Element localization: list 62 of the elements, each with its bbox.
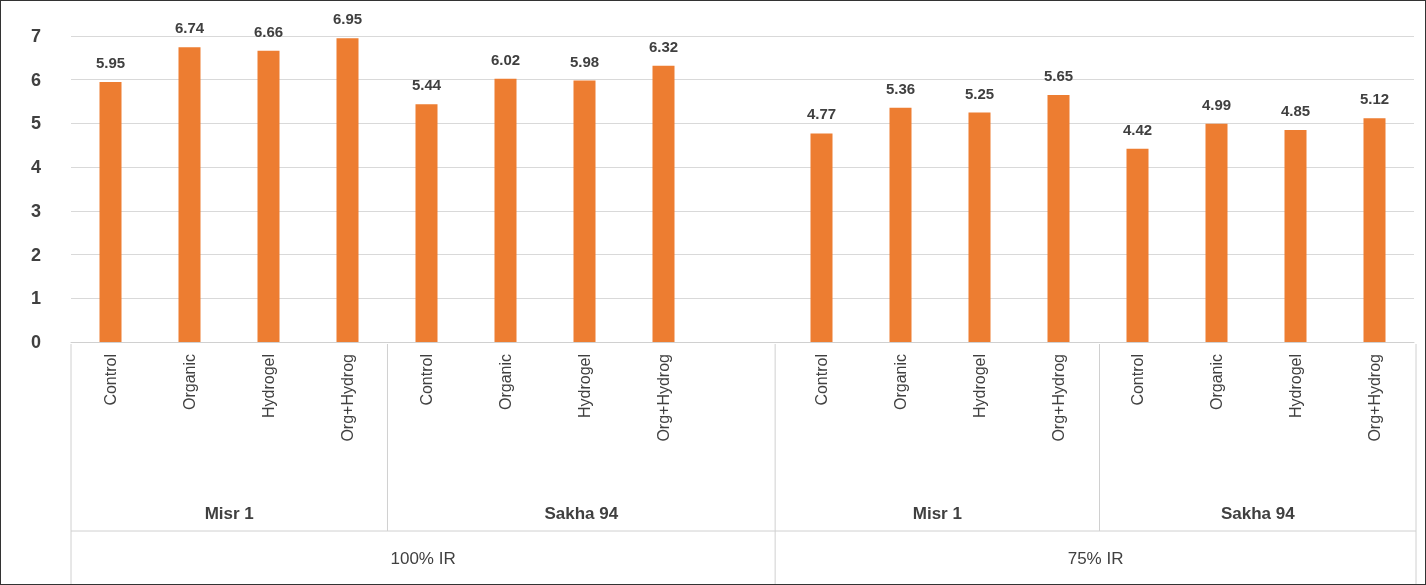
text: Misr 1 — [204, 503, 254, 523]
y-tick-label: 0 — [30, 332, 41, 352]
x-tick-label: Organic — [181, 354, 198, 411]
x-tick-label: Control — [418, 354, 435, 406]
bar — [810, 133, 833, 342]
x-tick-label: Org+Hydrog — [655, 354, 672, 442]
bar — [336, 38, 359, 342]
x-tick-label: Control — [102, 354, 119, 406]
data-label: 4.42 — [1122, 120, 1153, 138]
x-tick-label: Hydrogel — [260, 354, 277, 419]
bar — [415, 104, 438, 342]
data-label: 4.99 — [1201, 95, 1232, 113]
x-tick-label: Org+Hydrog — [1366, 354, 1383, 442]
data-label: 6.32 — [648, 37, 679, 55]
data-label: 6.66 — [253, 22, 284, 40]
text: Sakha 94 — [1220, 503, 1296, 523]
x-tick-label: Org+Hydrog — [1050, 354, 1067, 442]
data-label: 5.44 — [411, 76, 442, 94]
data-label: 4.85 — [1280, 101, 1311, 119]
x-tick-label: Org+Hydrog — [339, 354, 356, 442]
bar — [257, 50, 280, 342]
x-tick-label: Control — [1129, 354, 1146, 406]
bar — [99, 81, 122, 342]
y-tick-label: 5 — [30, 113, 41, 134]
x-tick-label: Hydrogel — [971, 354, 988, 419]
data-label: 6.95 — [332, 10, 363, 28]
y-tick-label: 3 — [30, 200, 41, 221]
bar — [1047, 95, 1070, 342]
x-tick-label: Hydrogel — [576, 354, 593, 419]
y-tick-label: 4 — [30, 157, 41, 178]
bar — [494, 78, 517, 342]
bar — [1284, 129, 1307, 342]
x-tick-label: Control — [813, 354, 830, 406]
x-tick-label: Organic — [892, 354, 909, 411]
bar — [652, 65, 675, 342]
data-label: 5.12 — [1359, 90, 1390, 108]
x-tick-label: Organic — [497, 354, 514, 411]
data-label: 5.25 — [964, 84, 995, 102]
data-label: 5.98 — [569, 52, 600, 70]
bar — [573, 80, 596, 342]
bar — [1363, 118, 1386, 342]
text: 100% IR — [390, 548, 456, 568]
bar — [1205, 123, 1228, 342]
bar — [889, 107, 912, 342]
data-label: 5.36 — [885, 79, 916, 97]
y-tick-label: 7 — [30, 26, 41, 46]
bar — [1126, 148, 1149, 342]
x-tick-label: Hydrogel — [1287, 354, 1304, 419]
bar — [178, 47, 201, 342]
data-label: 5.65 — [1043, 67, 1074, 85]
y-tick-label: 6 — [30, 69, 41, 90]
text: 75% IR — [1067, 548, 1124, 568]
bar — [968, 112, 991, 342]
data-label: 4.77 — [806, 105, 837, 123]
data-label: 6.74 — [174, 19, 205, 37]
data-label: 6.02 — [490, 50, 521, 68]
text: Misr 1 — [912, 503, 962, 523]
text: Sakha 94 — [544, 503, 619, 523]
y-tick-label: 2 — [30, 244, 41, 265]
y-tick-label: 1 — [30, 288, 41, 309]
x-tick-label: Organic — [1208, 354, 1225, 411]
data-label: 5.95 — [95, 53, 126, 71]
